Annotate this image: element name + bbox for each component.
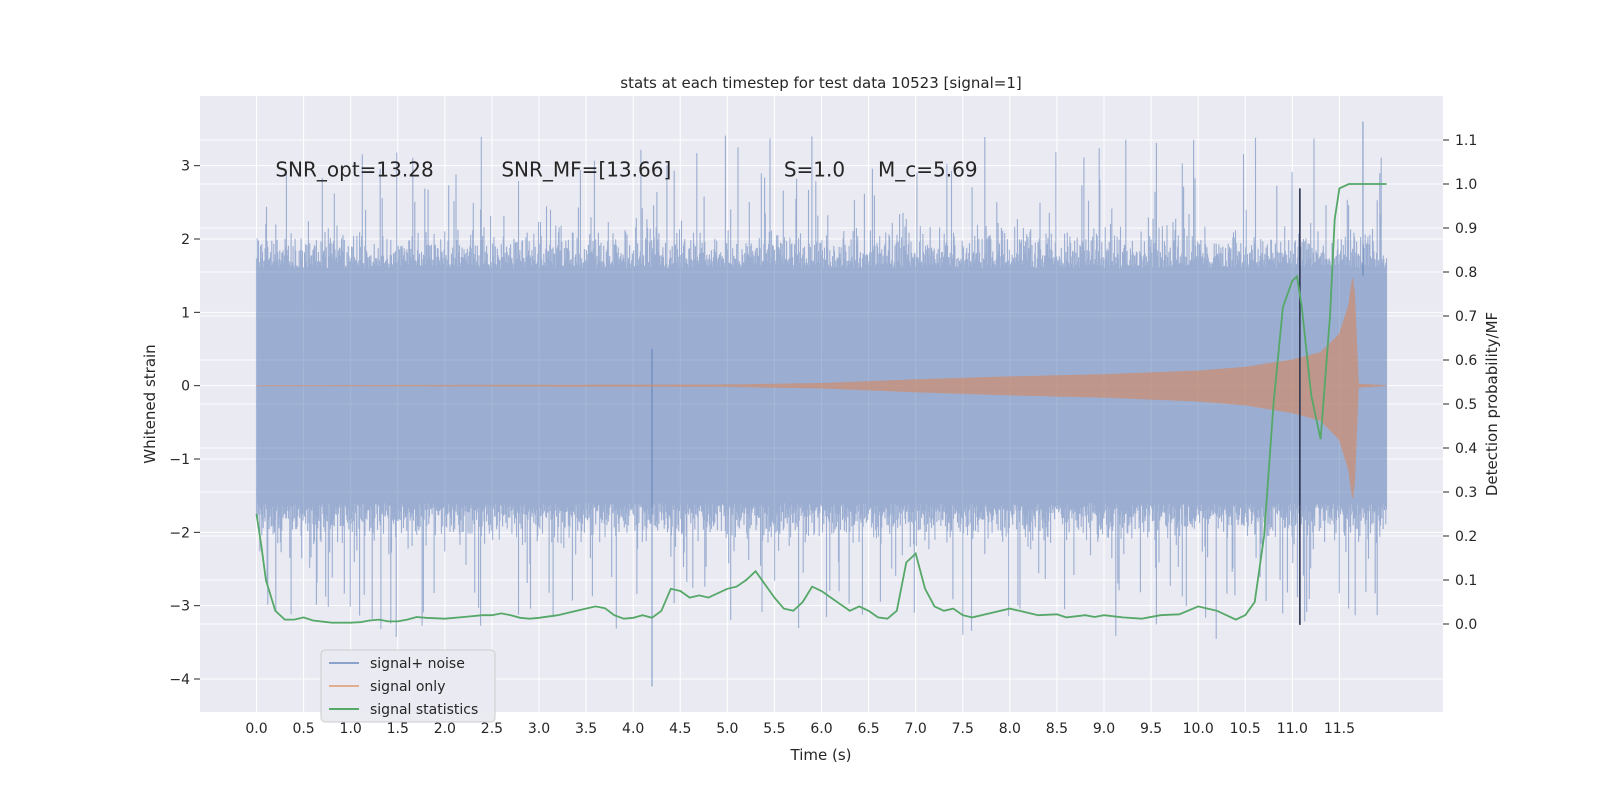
- right-y-tick-label: 0.1: [1455, 573, 1477, 589]
- x-tick-label: 1.5: [387, 721, 409, 737]
- x-tick-label: 0.5: [292, 721, 314, 737]
- right-y-tick-label: 0.9: [1455, 221, 1477, 237]
- x-tick-label: 3.5: [575, 721, 597, 737]
- left-y-tick-label: −3: [169, 599, 190, 615]
- legend: signal+ noise signal only signal statist…: [320, 649, 496, 723]
- x-tick-label: 10.0: [1183, 721, 1214, 737]
- signal-envelope: [256, 278, 1387, 499]
- right-y-tick-label: 0.3: [1455, 485, 1477, 501]
- x-tick-label: 8.0: [999, 721, 1021, 737]
- left-y-tick-labels: 3 2 1 0 −1 −2 −3 −4: [169, 159, 200, 688]
- legend-label-signal-statistics: signal statistics: [370, 702, 478, 718]
- x-tick-labels: 0.0 0.5 1.0 1.5 2.0 2.5 3.0 3.5 4.0 4.5 5.0 5.5 6.0 6…: [245, 721, 1355, 737]
- right-y-tick-label: 0.8: [1455, 265, 1477, 281]
- right-y-tick-label: 0.6: [1455, 353, 1477, 369]
- series-signal-only: [256, 278, 1387, 499]
- x-tick-label: 6.5: [857, 721, 879, 737]
- left-y-tick-label: 2: [181, 232, 190, 248]
- right-y-axis-label: Detection probability/MF: [1483, 312, 1501, 496]
- x-tick-label: 4.5: [669, 721, 691, 737]
- annotations: SNR_opt=13.28 SNR_MF=[13.66] S=1.0 M_c=5.69: [275, 158, 977, 182]
- x-tick-label: 7.5: [952, 721, 974, 737]
- annotation-label: SNR_MF=[13.66]: [501, 158, 671, 182]
- left-y-tick-label: −1: [169, 452, 190, 468]
- x-tick-label: 2.5: [481, 721, 503, 737]
- left-y-tick-label: 0: [181, 379, 190, 395]
- right-y-tick-label: 0.0: [1455, 617, 1477, 633]
- left-y-axis-label: Whitened strain: [141, 344, 159, 463]
- left-y-tick-label: 3: [181, 159, 190, 175]
- x-tick-label: 5.5: [763, 721, 785, 737]
- x-tick-label: 0.0: [245, 721, 267, 737]
- chart-title: stats at each timestep for test data 105…: [620, 74, 1021, 92]
- x-tick-label: 4.0: [622, 721, 644, 737]
- series-signal-statistics: [255, 183, 1387, 624]
- annotation-label: SNR_opt=13.28: [275, 158, 433, 182]
- x-tick-label: 9.0: [1093, 721, 1115, 737]
- x-tick-label: 1.0: [340, 721, 362, 737]
- x-tick-label: 6.0: [810, 721, 832, 737]
- x-tick-label: 5.0: [716, 721, 738, 737]
- x-tick-label: 11.5: [1324, 721, 1355, 737]
- left-y-tick-label: −4: [169, 672, 190, 688]
- right-y-tick-label: 1.1: [1455, 133, 1477, 149]
- x-axis-label: Time (s): [790, 746, 852, 764]
- right-y-tick-label: 0.2: [1455, 529, 1477, 545]
- left-y-tick-label: 1: [181, 305, 190, 321]
- right-y-tick-label: 0.7: [1455, 309, 1477, 325]
- x-tick-label: 9.5: [1140, 721, 1162, 737]
- x-tick-label: 8.5: [1046, 721, 1068, 737]
- x-tick-label: 11.0: [1277, 721, 1308, 737]
- legend-frame: [320, 649, 496, 723]
- legend-label-signal-only: signal only: [370, 679, 445, 695]
- x-tick-label: 7.0: [905, 721, 927, 737]
- annotation-label: M_c=5.69: [878, 158, 978, 182]
- right-y-tick-labels: 1.1 1.0 0.9 0.8 0.7 0.6 0.5 0.4 0.3 0.2 0.1 0.0: [1443, 133, 1477, 633]
- x-tick-label: 10.5: [1230, 721, 1261, 737]
- annotation-label: S=1.0: [784, 158, 845, 182]
- right-y-tick-label: 1.0: [1455, 177, 1477, 193]
- x-tick-label: 3.0: [528, 721, 550, 737]
- right-y-tick-label: 0.5: [1455, 397, 1477, 413]
- left-y-tick-label: −2: [169, 525, 190, 541]
- statistics-line: [255, 183, 1387, 624]
- x-tick-label: 2.0: [434, 721, 456, 737]
- legend-label-signal-noise: signal+ noise: [370, 656, 465, 672]
- right-y-tick-label: 0.4: [1455, 441, 1477, 457]
